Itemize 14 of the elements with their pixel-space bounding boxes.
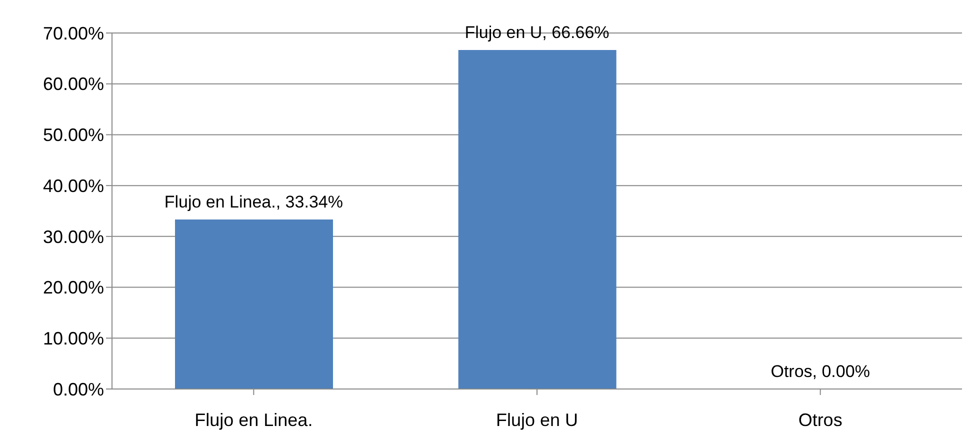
x-tick-label: Flujo en U: [496, 410, 578, 430]
y-tick-label: 0.00%: [52, 379, 104, 400]
data-label: Flujo en U, 66.66%: [464, 22, 610, 42]
y-tick-label: 40.00%: [42, 176, 104, 196]
y-tick-label: 50.00%: [42, 125, 104, 146]
y-tick-label: 10.00%: [42, 328, 104, 349]
data-label: Otros, 0.00%: [770, 362, 870, 381]
x-tick-label: Flujo en Linea.: [194, 410, 313, 430]
y-tick-label: 20.00%: [42, 278, 104, 298]
x-tick-label: Otros: [798, 410, 842, 430]
y-tick-label: 70.00%: [42, 23, 104, 44]
data-label: Flujo en Linea., 33.34%: [164, 192, 343, 212]
y-tick-label: 60.00%: [42, 74, 104, 94]
y-tick-label: 30.00%: [42, 226, 104, 247]
